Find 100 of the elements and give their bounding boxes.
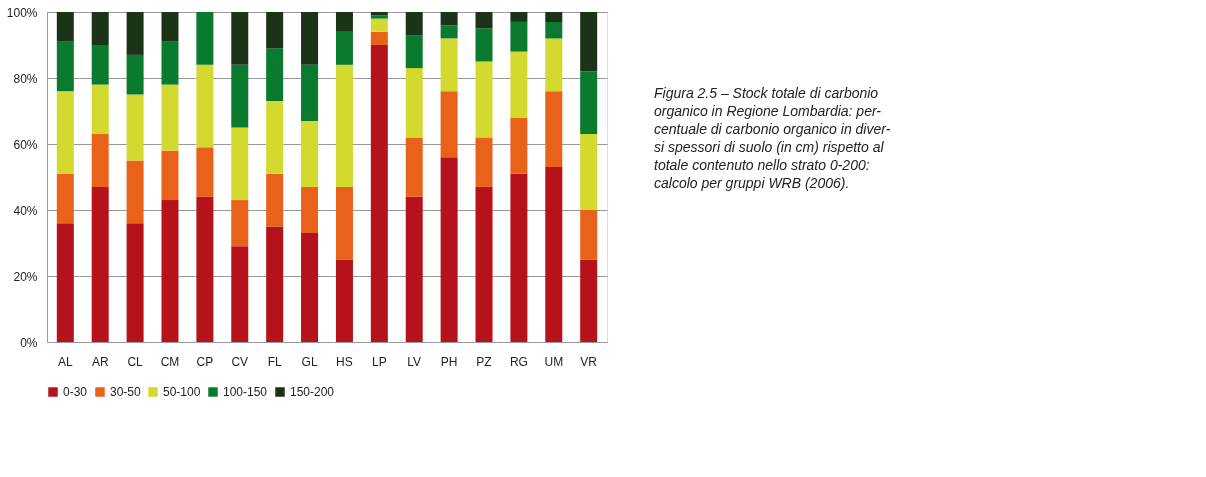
text: Figura 2.5 – Stock totale di carbonio organico in Regione Lombardia: per- centuale di carbonio organico in diver- si spessori di suolo (in cm) rispetto al totale contenuto nello strato 0-200: calcolo per gruppi WRB (2006). <box>654 85 891 191</box>
bar <box>580 134 598 210</box>
bar <box>126 12 144 55</box>
bar <box>126 160 144 224</box>
bar <box>126 223 144 342</box>
bar <box>231 246 249 342</box>
x-tick-label: HS <box>336 354 353 369</box>
bar <box>545 38 563 92</box>
bar <box>405 68 423 138</box>
bar <box>580 210 598 260</box>
bar <box>545 91 563 168</box>
bar <box>370 18 388 32</box>
x-tick-label: PH <box>440 354 458 369</box>
bar <box>301 186 319 234</box>
bar <box>231 127 249 201</box>
bar <box>161 150 179 201</box>
bar <box>161 200 179 342</box>
bar <box>91 134 109 187</box>
bar <box>440 38 458 92</box>
bar <box>126 94 144 161</box>
bar <box>91 45 109 85</box>
bar <box>475 12 493 29</box>
x-tick-label: RG <box>509 354 528 369</box>
y-tick-label: 100% <box>6 5 38 20</box>
bar <box>370 31 388 45</box>
legend-label: 30-50 <box>110 385 142 399</box>
bar <box>475 28 493 62</box>
bar <box>56 41 74 92</box>
bar <box>580 12 598 72</box>
bar <box>301 120 319 187</box>
y-tick-label: 40% <box>13 203 38 218</box>
bar <box>56 173 74 224</box>
bar <box>405 137 423 197</box>
x-tick-label: GL <box>301 354 318 369</box>
x-tick-label: FL <box>267 354 282 369</box>
bar <box>196 196 214 342</box>
legend-label: 0-30 <box>63 385 88 399</box>
bar <box>510 21 528 52</box>
bar <box>301 233 319 342</box>
y-tick-label: 0% <box>20 335 38 350</box>
bar <box>231 64 249 128</box>
bar <box>440 12 458 26</box>
y-tick-label: 80% <box>13 71 38 86</box>
bar <box>405 35 423 69</box>
x-tick-label: CV <box>231 354 249 369</box>
bar <box>91 84 109 135</box>
bar <box>196 147 214 197</box>
x-tick-label: PZ <box>476 354 492 369</box>
legend-label: 50-100 <box>163 385 201 399</box>
y-tick-label: 60% <box>13 137 38 152</box>
legend-label: 100-150 <box>223 385 268 399</box>
bar <box>266 101 284 174</box>
bar <box>91 186 109 342</box>
bar <box>301 64 319 121</box>
bar <box>475 61 493 138</box>
bar <box>370 45 388 342</box>
bar <box>196 12 214 65</box>
bar <box>161 12 179 42</box>
bar <box>335 186 353 260</box>
x-tick-label: UM <box>544 354 564 369</box>
bar <box>405 12 423 36</box>
x-tick-label: VR <box>580 354 598 369</box>
x-tick-label: AL <box>57 354 73 369</box>
x-tick-label: LP <box>371 354 387 369</box>
bar <box>475 137 493 187</box>
bar <box>266 12 284 49</box>
bar <box>545 21 563 39</box>
bar <box>405 196 423 342</box>
bar <box>91 12 109 45</box>
bar <box>510 117 528 174</box>
bar <box>231 200 249 247</box>
bar <box>440 91 458 158</box>
bar <box>510 173 528 342</box>
x-tick-label: LV <box>407 354 422 369</box>
bar <box>56 12 74 42</box>
bar <box>440 157 458 342</box>
bar <box>161 41 179 85</box>
bar <box>335 64 353 187</box>
bar <box>580 259 598 342</box>
bar <box>335 259 353 342</box>
bar <box>161 84 179 151</box>
bar <box>335 31 353 65</box>
bar <box>510 12 528 22</box>
bar <box>510 51 528 118</box>
bar <box>545 167 563 342</box>
x-tick-label: CL <box>127 354 144 369</box>
x-tick-label: AR <box>91 354 109 369</box>
bar <box>335 12 353 32</box>
x-tick-label: CP <box>196 354 214 369</box>
bar <box>266 173 284 227</box>
bar <box>56 91 74 174</box>
legend-label: 150-200 <box>290 385 335 399</box>
bar <box>440 25 458 39</box>
bar <box>196 64 214 148</box>
bar <box>266 48 284 102</box>
bar <box>231 12 249 65</box>
y-tick-label: 20% <box>13 269 38 284</box>
bar <box>580 71 598 135</box>
bar <box>126 54 144 95</box>
bar <box>56 223 74 342</box>
